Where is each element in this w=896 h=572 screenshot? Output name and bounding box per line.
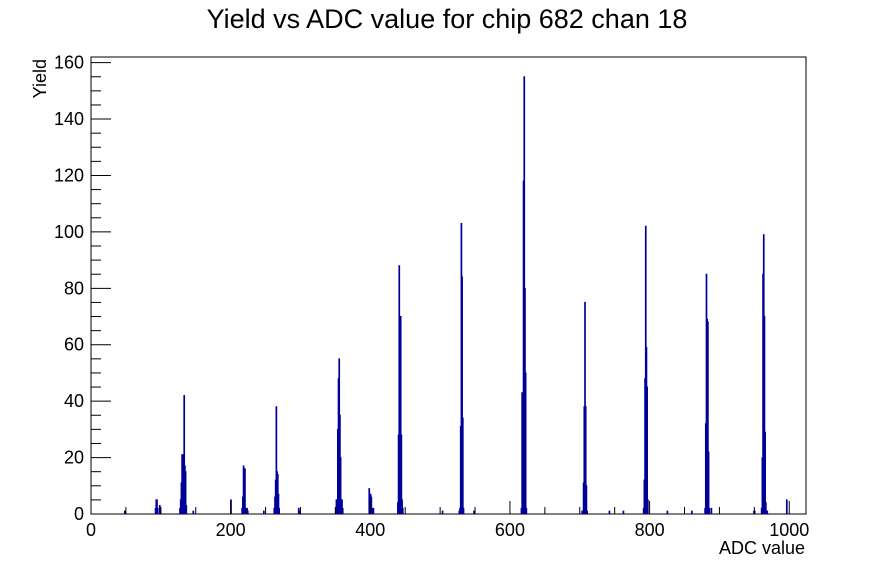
histogram-bin (185, 505, 188, 514)
histogram-bin (708, 507, 711, 514)
histogram-bin (461, 276, 463, 514)
histogram-bin (707, 451, 710, 514)
histogram-bin (766, 510, 769, 514)
histogram-bin (622, 510, 625, 514)
histogram-bars (124, 76, 788, 514)
histogram-bin (244, 507, 247, 514)
x-tick-label: 800 (635, 520, 665, 540)
x-axis-label: ADC value (719, 538, 805, 558)
chart-title: Yield vs ADC value for chip 682 chan 18 (207, 4, 688, 34)
y-tick-label: 100 (54, 222, 84, 242)
y-tick-label: 40 (64, 391, 84, 411)
plot-frame (90, 56, 807, 515)
x-tick-label: 400 (355, 520, 385, 540)
histogram-bin (763, 316, 766, 514)
histogram-bin (183, 395, 186, 514)
histogram-bin (341, 499, 343, 514)
histogram-bin (277, 493, 280, 514)
y-axis-ticks: 0 20 40 60 80 100 120 140 160 (54, 53, 111, 524)
histogram-bin (785, 499, 788, 514)
histogram-bin (192, 510, 195, 514)
y-tick-label: 80 (64, 278, 84, 298)
histogram-bin (278, 507, 281, 514)
histogram-bin (473, 510, 475, 514)
histogram-bin (341, 507, 344, 514)
y-tick-label: 140 (54, 109, 84, 129)
x-tick-label: 1000 (769, 520, 809, 540)
histogram-bin (372, 507, 375, 514)
histogram-bin (462, 507, 465, 514)
x-tick-label: 0 (86, 520, 96, 540)
histogram-bin (441, 510, 444, 514)
histogram-bin (765, 502, 767, 514)
histogram-bin (298, 510, 301, 514)
histogram-bin (764, 431, 766, 514)
histogram-bin (262, 510, 265, 514)
x-axis-ticks: 0 200 400 600 800 1000 (86, 501, 809, 540)
histogram-bin (710, 507, 713, 514)
histogram-bin (246, 510, 249, 514)
y-axis-label: Yield (30, 59, 50, 98)
histogram-bin (525, 507, 528, 514)
histogram-bin (707, 321, 709, 514)
y-tick-label: 20 (64, 448, 84, 468)
histogram-bin (184, 471, 187, 514)
y-tick-label: 0 (74, 504, 84, 524)
y-tick-label: 60 (64, 335, 84, 355)
histogram-bin (646, 386, 648, 514)
histogram-bin (608, 510, 611, 514)
histogram-bin (690, 510, 693, 514)
plot-frame-border (90, 56, 807, 515)
histogram-bin (156, 507, 159, 514)
histogram-bin (275, 406, 278, 514)
histogram-bin (339, 457, 342, 514)
histogram-bin (461, 417, 464, 514)
histogram-bin (586, 510, 588, 514)
histogram-bin (401, 499, 403, 514)
histogram-bin (524, 372, 527, 514)
histogram-bin (585, 485, 588, 514)
histogram-bin (584, 406, 587, 514)
histogram-bin (666, 510, 669, 514)
histogram-bin (124, 510, 126, 514)
x-tick-label: 200 (216, 520, 246, 540)
histogram-bin (156, 499, 158, 514)
histogram-bin (244, 468, 246, 514)
histogram-bin (401, 507, 404, 514)
x-tick-label: 600 (495, 520, 525, 540)
histogram-bin (400, 434, 403, 514)
histogram-bin (399, 316, 402, 514)
y-tick-label: 160 (54, 53, 84, 73)
y-tick-label: 120 (54, 165, 84, 185)
histogram-bin (647, 499, 649, 514)
histogram-bin (370, 496, 373, 514)
